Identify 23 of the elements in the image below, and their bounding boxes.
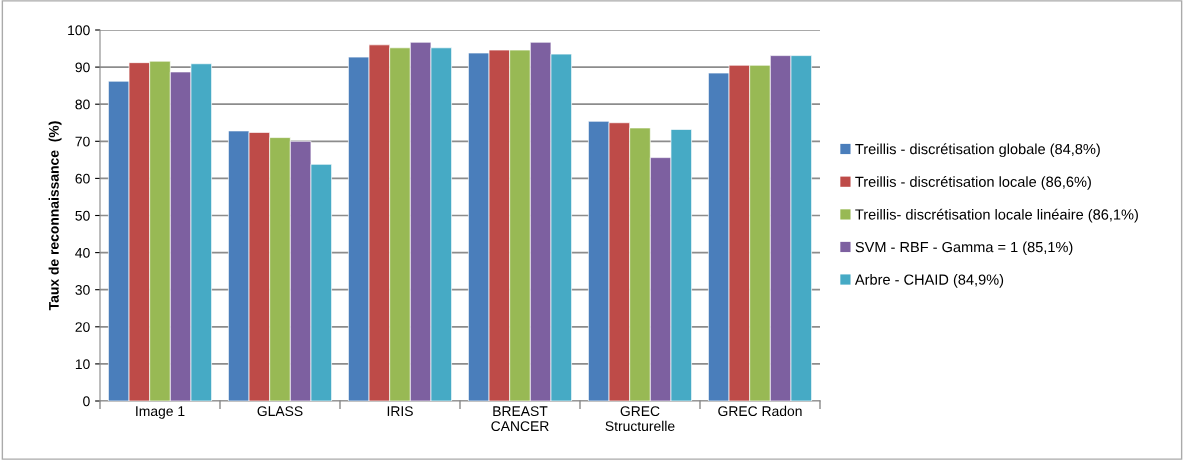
- x-tick-label: GREC Structurelle: [605, 406, 675, 432]
- y-tick-label: 20: [75, 322, 90, 332]
- y-axis-title: Taux de reconnaissance (%): [48, 121, 62, 311]
- legend-label: SVM - RBF - Gamma = 1 (85,1%): [855, 241, 1073, 256]
- y-tick-label: 80: [75, 99, 90, 110]
- legend-label: Treillis - discrétisation locale (86,6%): [855, 176, 1091, 190]
- y-tick-label: 30: [75, 285, 90, 295]
- legend-label: Treillis - discrétisation globale (84,8%): [855, 143, 1100, 158]
- y-tick-label: 50: [75, 210, 90, 221]
- x-tick-label: IRIS: [387, 406, 413, 417]
- legend-label: Arbre - CHAID (84,9%): [854, 274, 1004, 288]
- y-tick-label: 90: [75, 62, 90, 73]
- x-tick-label: GREC Radon: [718, 405, 802, 417]
- y-tick-label: 0: [83, 396, 90, 407]
- y-tick-label: 100: [68, 25, 90, 36]
- legend-label: Treillis- discrétisation locale linéaire (86,1%): [855, 208, 1138, 223]
- x-tick-label: Image 1: [136, 406, 185, 419]
- x-tick-label: GLASS: [257, 406, 303, 417]
- y-tick-label: 60: [75, 173, 90, 184]
- y-tick-label: 70: [75, 136, 90, 147]
- y-tick-label: 40: [75, 247, 90, 258]
- y-tick-label: 10: [75, 359, 90, 370]
- x-tick-label: BREAST CANCER: [491, 406, 549, 432]
